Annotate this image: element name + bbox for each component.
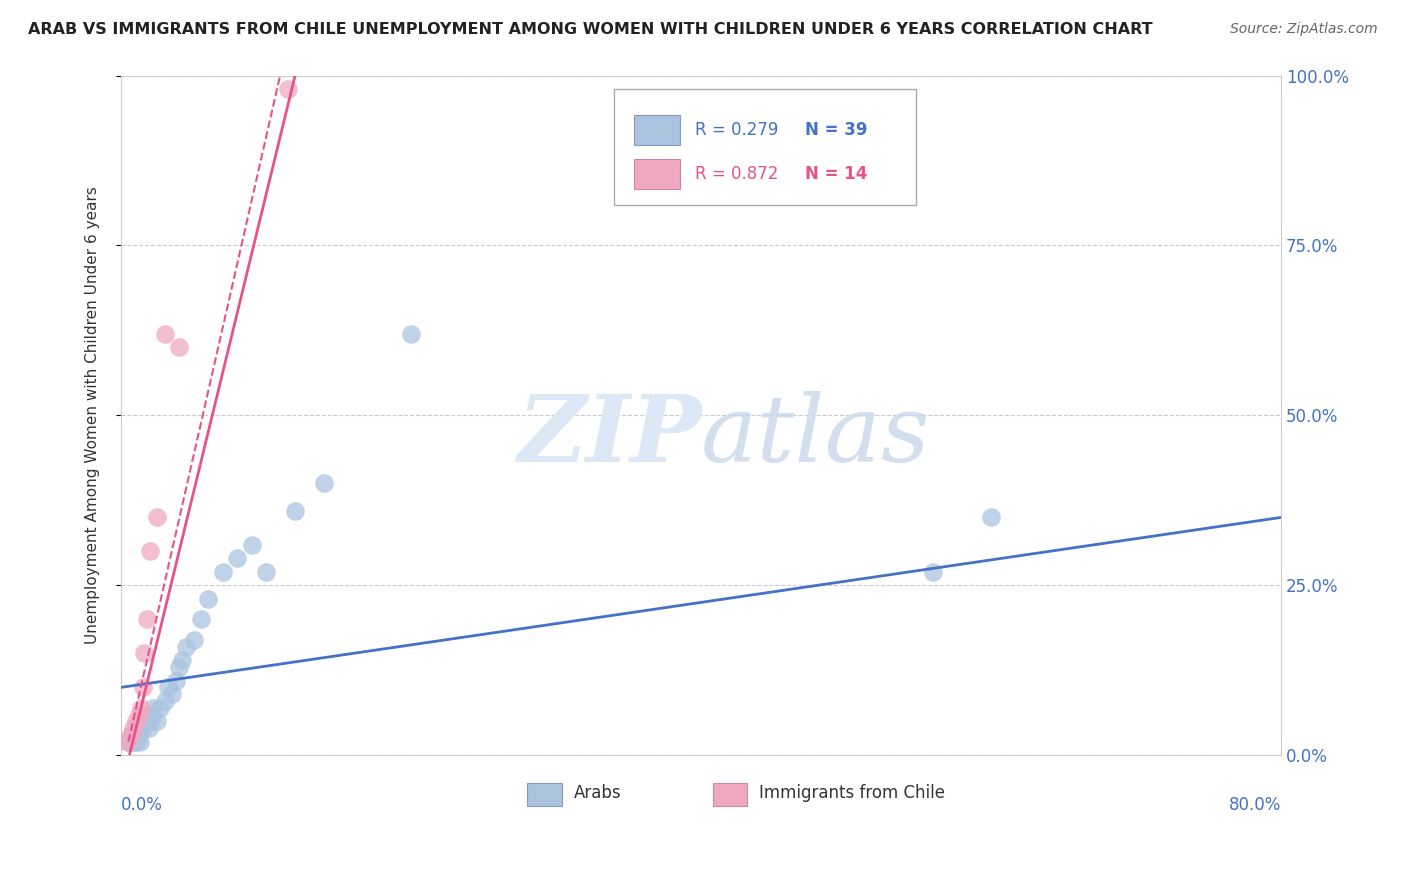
Text: R = 0.279: R = 0.279 bbox=[695, 121, 779, 139]
Point bbox=[254, 565, 277, 579]
Point bbox=[121, 735, 143, 749]
Text: 0.0%: 0.0% bbox=[121, 797, 163, 814]
Point bbox=[314, 476, 336, 491]
FancyBboxPatch shape bbox=[614, 89, 915, 204]
Point bbox=[129, 735, 152, 749]
Point bbox=[284, 503, 307, 517]
Point bbox=[153, 694, 176, 708]
Point bbox=[128, 721, 150, 735]
FancyBboxPatch shape bbox=[634, 114, 681, 145]
Point bbox=[240, 538, 263, 552]
Point bbox=[128, 728, 150, 742]
Text: Arabs: Arabs bbox=[574, 784, 621, 802]
Text: 80.0%: 80.0% bbox=[1229, 797, 1281, 814]
Text: N = 14: N = 14 bbox=[806, 165, 868, 183]
Point bbox=[132, 681, 155, 695]
Point bbox=[165, 673, 187, 688]
Bar bbox=[713, 782, 748, 806]
Point bbox=[136, 612, 159, 626]
Point bbox=[980, 510, 1002, 524]
Point bbox=[117, 735, 139, 749]
Point bbox=[141, 707, 163, 722]
Point bbox=[125, 728, 148, 742]
Point bbox=[156, 681, 179, 695]
Text: Immigrants from Chile: Immigrants from Chile bbox=[759, 784, 945, 802]
Point bbox=[138, 721, 160, 735]
Point bbox=[226, 551, 249, 566]
Point bbox=[120, 728, 142, 742]
Point bbox=[183, 632, 205, 647]
Point bbox=[128, 707, 150, 722]
Point bbox=[153, 326, 176, 341]
Point bbox=[167, 660, 190, 674]
Text: N = 39: N = 39 bbox=[806, 121, 868, 139]
Text: Source: ZipAtlas.com: Source: ZipAtlas.com bbox=[1230, 22, 1378, 37]
Point bbox=[160, 687, 183, 701]
Point bbox=[124, 735, 146, 749]
Point bbox=[139, 544, 162, 558]
Text: atlas: atlas bbox=[702, 391, 931, 481]
Point bbox=[277, 82, 299, 96]
Point bbox=[176, 640, 198, 654]
Point bbox=[117, 735, 139, 749]
Point bbox=[146, 510, 169, 524]
Point bbox=[124, 721, 146, 735]
Point bbox=[135, 714, 157, 729]
Point bbox=[167, 341, 190, 355]
Point bbox=[120, 728, 142, 742]
Text: ZIP: ZIP bbox=[517, 391, 702, 481]
Point bbox=[131, 700, 153, 714]
Point bbox=[211, 565, 233, 579]
FancyBboxPatch shape bbox=[634, 159, 681, 189]
Point bbox=[134, 646, 156, 660]
Point bbox=[132, 721, 155, 735]
Text: R = 0.872: R = 0.872 bbox=[695, 165, 779, 183]
Point bbox=[136, 707, 159, 722]
Y-axis label: Unemployment Among Women with Children Under 6 years: Unemployment Among Women with Children U… bbox=[86, 186, 100, 644]
Point bbox=[146, 714, 169, 729]
Point bbox=[922, 565, 945, 579]
Point bbox=[197, 592, 219, 607]
Point bbox=[142, 700, 165, 714]
Point bbox=[399, 326, 422, 341]
Point bbox=[124, 714, 146, 729]
Text: ARAB VS IMMIGRANTS FROM CHILE UNEMPLOYMENT AMONG WOMEN WITH CHILDREN UNDER 6 YEA: ARAB VS IMMIGRANTS FROM CHILE UNEMPLOYME… bbox=[28, 22, 1153, 37]
Point bbox=[122, 728, 145, 742]
Bar bbox=[527, 782, 562, 806]
Point bbox=[139, 714, 162, 729]
Point bbox=[190, 612, 212, 626]
Point bbox=[170, 653, 193, 667]
Point bbox=[149, 700, 172, 714]
Point bbox=[134, 714, 156, 729]
Point bbox=[121, 721, 143, 735]
